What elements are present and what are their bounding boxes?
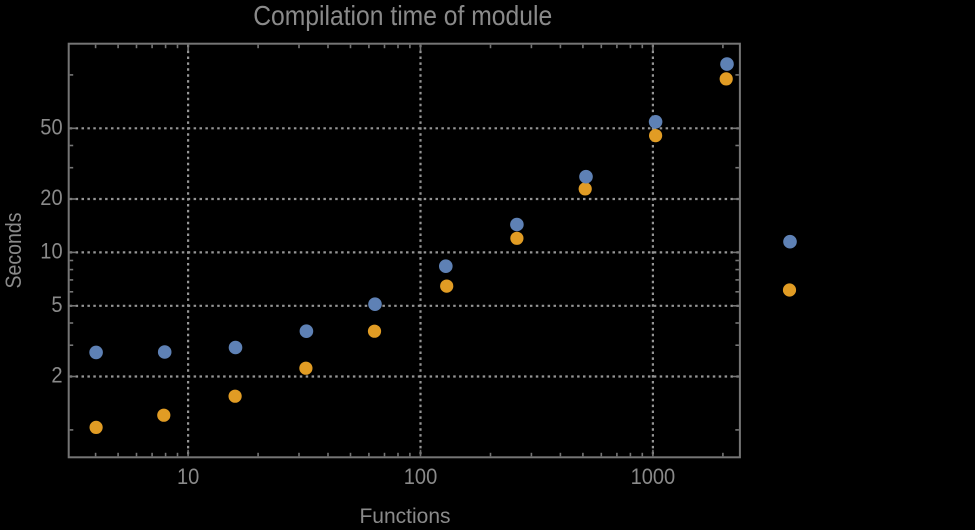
svg-text:Compilation time of module: Compilation time of module (253, 0, 552, 31)
svg-text:1000: 1000 (631, 464, 676, 489)
svg-text:10: 10 (177, 464, 199, 489)
svg-text:10: 10 (40, 238, 62, 263)
svg-text:2: 2 (51, 363, 62, 388)
svg-text:50: 50 (40, 114, 62, 139)
svg-text:Seconds: Seconds (1, 213, 26, 289)
svg-text:Functions: Functions (359, 505, 450, 525)
svg-text:100: 100 (404, 464, 438, 489)
svg-text:20: 20 (40, 185, 62, 210)
svg-text:5: 5 (51, 292, 62, 317)
